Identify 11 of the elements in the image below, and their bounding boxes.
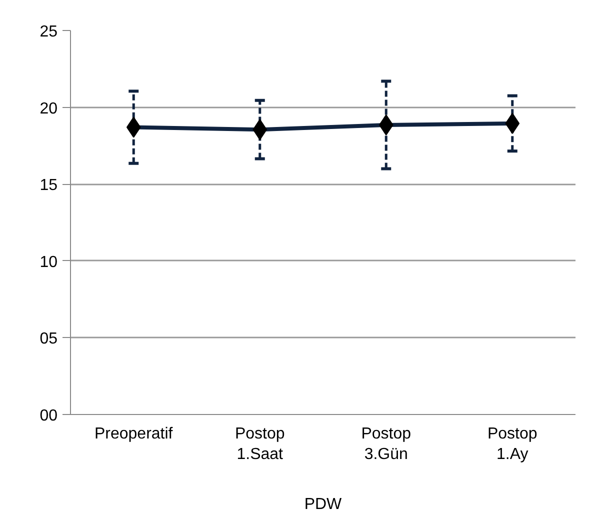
y-tick-label: 10 <box>40 254 58 271</box>
x-axis-title: PDW <box>304 496 343 513</box>
y-tick-label: 15 <box>40 177 58 194</box>
y-tick-label: 20 <box>40 100 58 118</box>
x-tick-label: Preoperatif <box>94 426 174 442</box>
x-tick-label: Postop 1.Ay <box>487 426 538 463</box>
y-tick-label: 25 <box>40 24 58 40</box>
y-tick-label: 00 <box>40 408 58 424</box>
x-tick-label: Postop 1.Saat <box>234 426 285 463</box>
x-tick-label: Postop 3.Gün <box>361 426 412 463</box>
y-tick-label: 05 <box>40 330 58 348</box>
